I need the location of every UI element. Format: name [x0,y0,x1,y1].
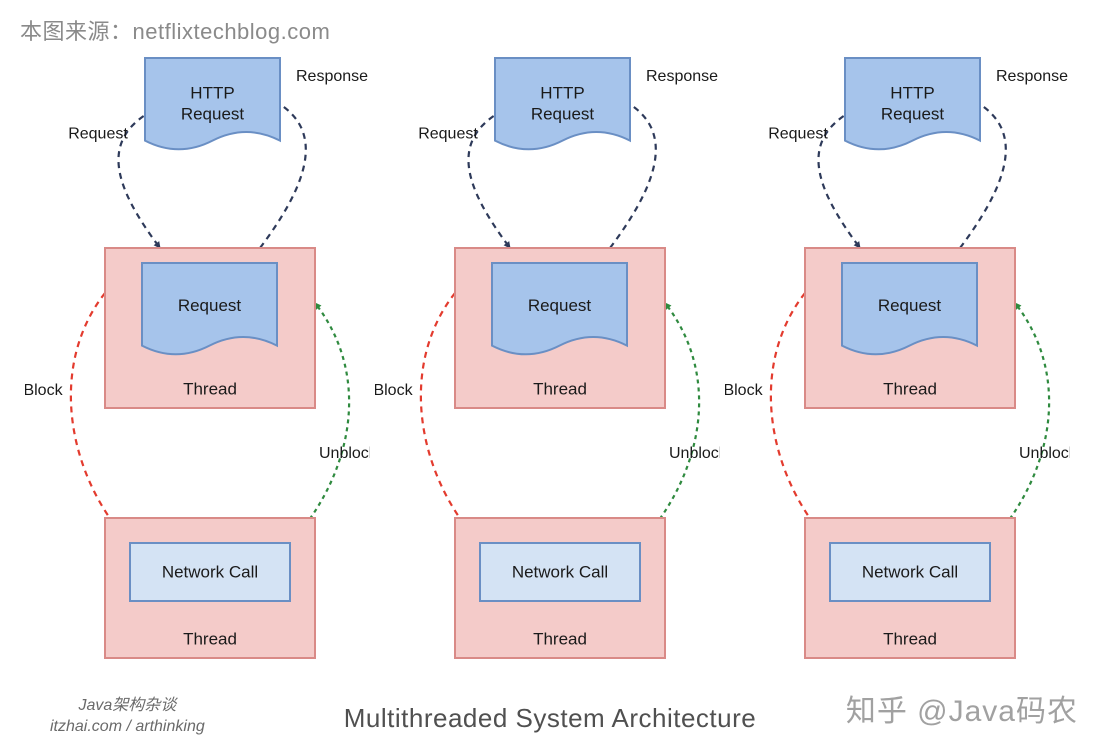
node-network-call-label: Network Call [162,562,258,581]
node-thread-top-label: Thread [183,379,237,398]
node-inner-request-label: Request [528,296,592,315]
edge-response-label: Response [296,68,368,85]
edge-request-label: Request [418,125,478,142]
edge-response-label: Response [996,68,1068,85]
edge-unblock-label: Unblock [1019,445,1070,462]
node-network-call-label: Network Call [512,562,608,581]
node-inner-request-label: Request [178,296,242,315]
edge-block-label: Block [25,382,64,399]
node-thread-bottom-label: Thread [533,629,587,648]
footer-credit: Java架构杂谈 itzhai.com / arthinking [50,695,205,738]
node-thread-bottom-label: Thread [883,629,937,648]
edge-block-label: Block [725,382,764,399]
node-http-request-label1: HTTP [540,84,584,103]
node-http-request-label2: Request [881,104,945,123]
edge-unblock-label: Unblock [319,445,370,462]
footer-credit-line2: itzhai.com / arthinking [50,716,205,738]
node-thread-top-label: Thread [533,379,587,398]
diagram-column-2: RequestResponseBlockUnblockHTTPRequestTh… [725,18,1070,708]
edge-response-label: Response [646,68,718,85]
node-http-request-label1: HTTP [890,84,934,103]
diagram-column-0: RequestResponseBlockUnblockHTTPRequestTh… [25,18,370,708]
node-thread-bottom-label: Thread [183,629,237,648]
diagram-column-1: RequestResponseBlockUnblockHTTPRequestTh… [375,18,720,708]
node-http-request-label2: Request [531,104,595,123]
node-network-call-label: Network Call [862,562,958,581]
edge-block-label: Block [375,382,414,399]
edge-request-label: Request [68,125,128,142]
footer-credit-line1: Java架构杂谈 [50,695,205,717]
column-svg: RequestResponseBlockUnblockHTTPRequestTh… [375,18,720,708]
node-http-request-label1: HTTP [190,84,234,103]
node-thread-top-label: Thread [883,379,937,398]
column-svg: RequestResponseBlockUnblockHTTPRequestTh… [725,18,1070,708]
edge-request-label: Request [768,125,828,142]
edge-unblock-label: Unblock [669,445,720,462]
node-http-request-label2: Request [181,104,245,123]
watermark-text: 知乎 @Java码农 [846,686,1078,730]
node-inner-request-label: Request [878,296,942,315]
column-svg: RequestResponseBlockUnblockHTTPRequestTh… [25,18,370,708]
